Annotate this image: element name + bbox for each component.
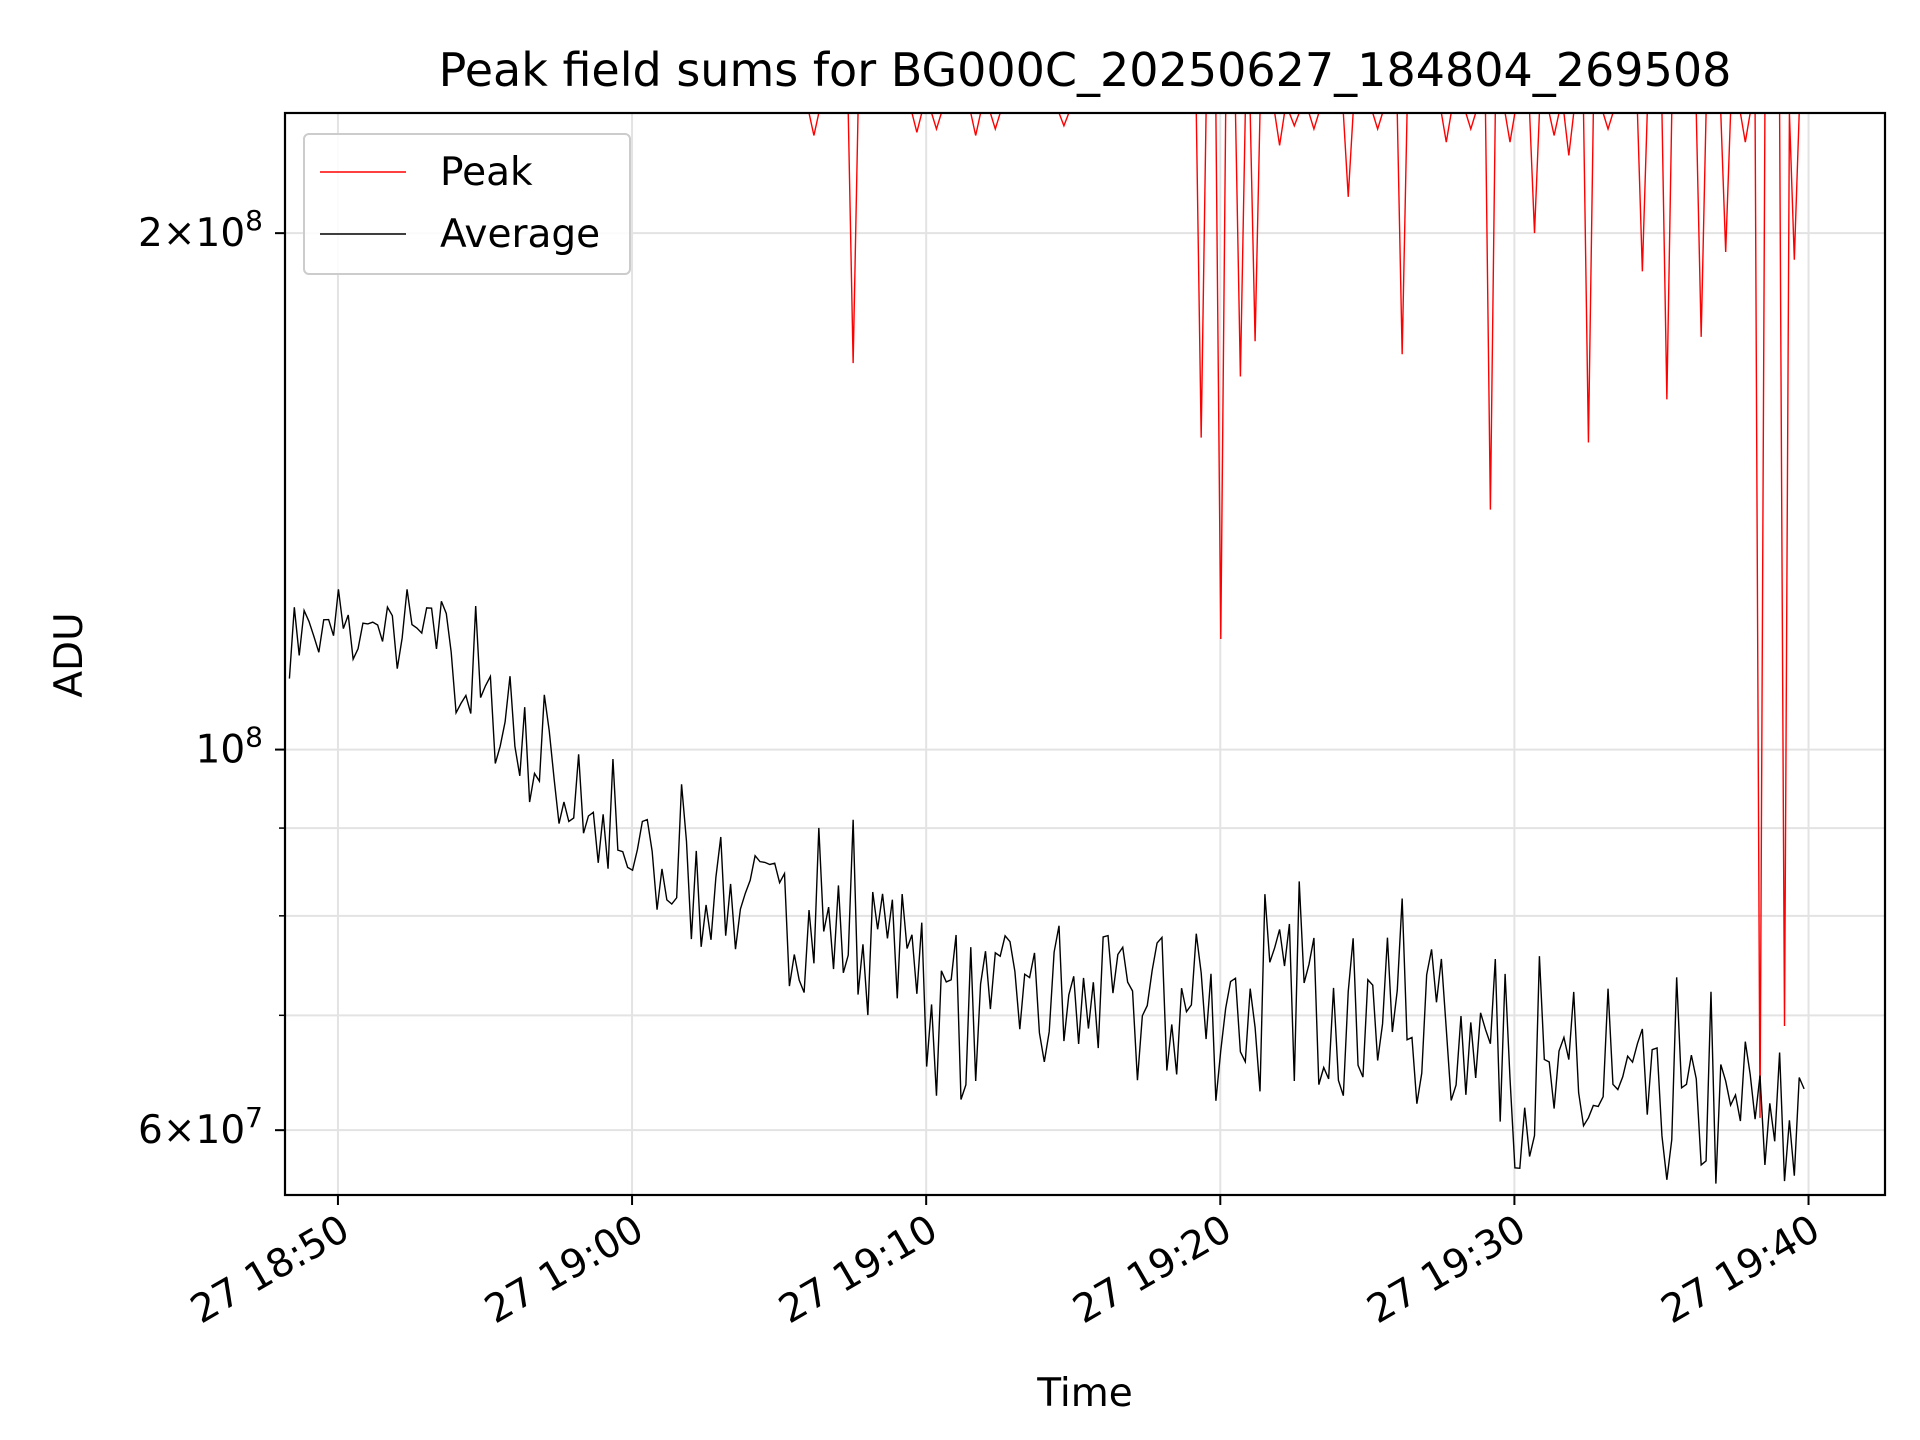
y-tick-label: 2×108 bbox=[138, 204, 263, 256]
y-tick-label: 108 bbox=[196, 721, 263, 773]
legend: Peak Average bbox=[303, 133, 631, 275]
legend-average-label: Average bbox=[440, 212, 600, 257]
plot-frame bbox=[283, 111, 1887, 1197]
chart-title: Peak field sums for BG000C_20250627_1848… bbox=[439, 43, 1732, 97]
y-axis-label: ADU bbox=[47, 612, 92, 697]
x-axis-label: Time bbox=[1036, 1371, 1132, 1416]
average-series-line bbox=[288, 589, 1805, 1184]
legend-box bbox=[303, 133, 631, 275]
y-tick-label: 6×107 bbox=[138, 1101, 263, 1153]
legend-peak-label: Peak bbox=[440, 150, 533, 195]
